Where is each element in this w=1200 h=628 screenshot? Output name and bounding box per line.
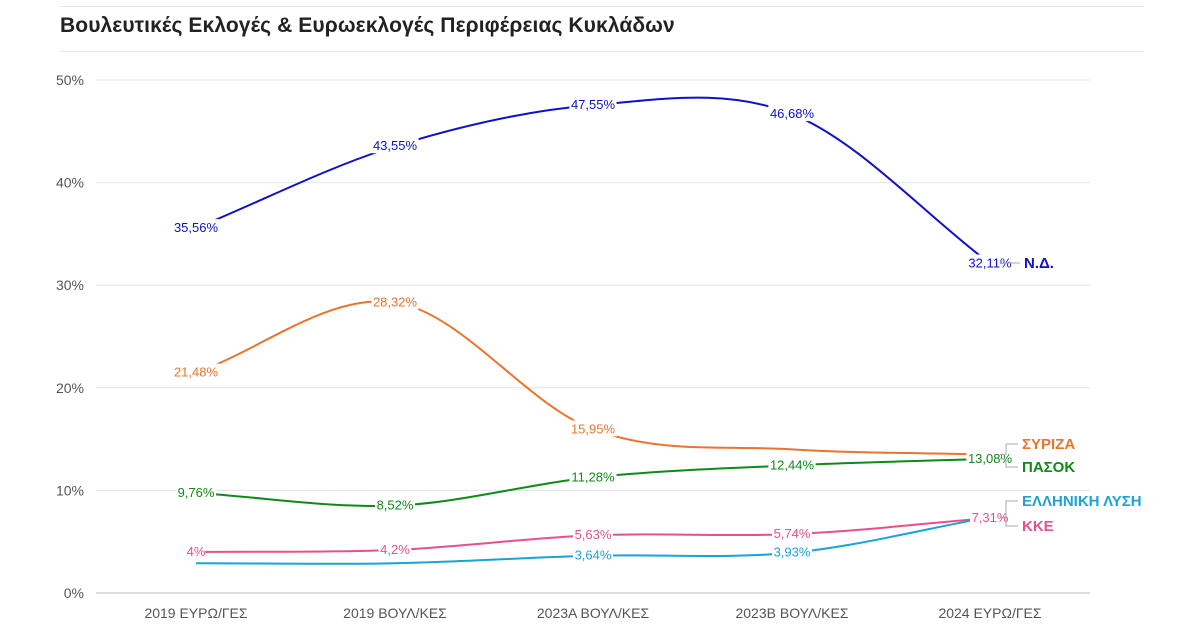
data-label-bg: [966, 254, 1014, 271]
series-label-connector: [1000, 458, 1018, 468]
chart-title: Βουλευτικές Εκλογές & Ευρωεκλογές Περιφέ…: [60, 14, 675, 37]
data-label: 4%: [187, 544, 206, 559]
y-tick-label: 50%: [56, 72, 84, 88]
series-name-label: ΣΥΡΙΖΑ: [1022, 436, 1075, 453]
data-label-bg: [569, 468, 617, 485]
data-label-bg: [371, 293, 419, 310]
data-label: 5,74%: [774, 526, 811, 541]
data-label-bg: [970, 508, 1010, 525]
series-label-connector: [1000, 517, 1018, 527]
data-label-bg: [573, 526, 613, 543]
data-label-bg: [768, 105, 816, 122]
data-label: 12,44%: [770, 457, 815, 472]
title-divider: [60, 51, 1144, 52]
data-label-bg: [378, 540, 412, 557]
data-label: 3,93%: [774, 545, 811, 560]
x-tick-label: 2019 ΒΟΥΛ/ΚΕΣ: [343, 605, 447, 621]
x-tick-label: 2023Β ΒΟΥΛ/ΚΕΣ: [735, 605, 848, 621]
y-tick-label: 20%: [56, 380, 84, 396]
x-tick-label: 2024 ΕΥΡΩ/ΓΕΣ: [938, 605, 1041, 621]
data-label-bg: [186, 542, 206, 559]
series-name-label: ΕΛΛΗΝΙΚΗ ΛΥΣΗ: [1022, 493, 1142, 510]
data-label: 21,48%: [174, 365, 219, 380]
data-label: 7,31%: [972, 510, 1009, 525]
series-lines: [195, 96, 991, 565]
x-tick-label: 2023Α ΒΟΥΛ/ΚΕΣ: [537, 605, 650, 621]
data-label: 11,28%: [571, 469, 615, 484]
data-label-bg: [772, 543, 812, 560]
data-label-bg: [573, 546, 613, 563]
data-label: 32,11%: [968, 256, 1012, 271]
data-label: 47,55%: [571, 97, 616, 112]
data-label: 9,76%: [178, 485, 215, 500]
series-name-labels: Ν.Δ. ΣΥΡΙΖΑ ΠΑΣΟΚ ΚΚΕ ΕΛΛΗΝΙΚΗ ΛΥΣΗ: [1000, 255, 1142, 535]
y-axis: 0% 10% 20% 30% 40% 50%: [56, 72, 84, 601]
series-label-connector: [1000, 443, 1018, 455]
data-label: 3,64%: [575, 548, 612, 563]
data-label: 8,52%: [377, 498, 414, 513]
data-labels: 35,56% 43,55% 47,55% 46,68% 32,11% 21,48% 28,3…: [172, 96, 1014, 563]
series-name-label: Ν.Δ.: [1024, 255, 1054, 272]
data-label: 43,55%: [373, 138, 418, 153]
data-label: 4,2%: [380, 542, 410, 557]
data-label-bg: [768, 456, 816, 473]
series-name-label: ΠΑΣΟΚ: [1022, 459, 1075, 476]
data-label: 15,95%: [571, 421, 616, 436]
gridlines: [96, 79, 1090, 594]
data-label-bg: [569, 420, 617, 437]
data-label: 35,56%: [174, 220, 219, 235]
top-divider: [60, 6, 1144, 7]
y-tick-label: 30%: [56, 277, 84, 293]
data-label-bg: [371, 137, 419, 154]
y-tick-label: 0%: [64, 585, 84, 601]
data-label-bg: [966, 449, 1014, 466]
y-tick-label: 40%: [56, 175, 84, 191]
data-label-bg: [569, 96, 617, 113]
data-label-bg: [172, 219, 220, 236]
data-label-bg: [176, 483, 216, 500]
series-name-label: ΚΚΕ: [1022, 518, 1054, 535]
x-tick-label: 2019 ΕΥΡΩ/ΓΕΣ: [144, 605, 247, 621]
data-label: 46,68%: [770, 106, 815, 121]
data-label-bg: [172, 363, 220, 380]
data-label: 28,32%: [373, 294, 418, 309]
series-label-connector: [1000, 500, 1018, 518]
series-line: [195, 96, 991, 265]
data-label-bg: [375, 496, 415, 513]
y-tick-label: 10%: [56, 482, 84, 498]
data-label-bg: [772, 525, 812, 542]
x-axis: 2019 ΕΥΡΩ/ΓΕΣ 2019 ΒΟΥΛ/ΚΕΣ 2023Α ΒΟΥΛ/ΚΕΣ…: [144, 605, 1041, 621]
data-label: 5,63%: [575, 527, 612, 542]
series-label-connector: [1000, 262, 1020, 265]
